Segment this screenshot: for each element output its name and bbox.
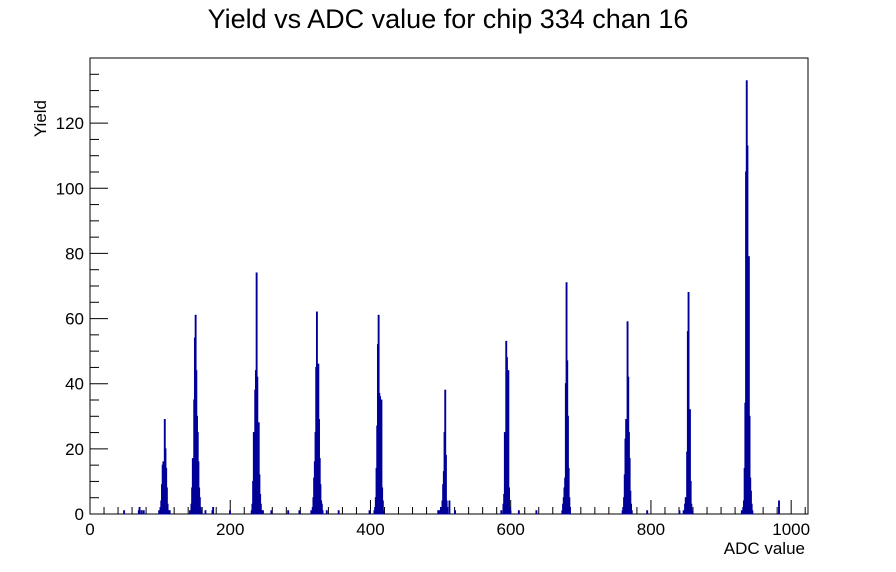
histogram-bin — [189, 510, 191, 515]
x-tick-label: 0 — [85, 520, 94, 539]
histogram-bin — [260, 510, 263, 515]
histogram-bin — [200, 510, 203, 515]
x-axis-label: ADC value — [724, 539, 805, 558]
histogram-series — [123, 80, 780, 515]
chart-title: Yield vs ADC value for chip 334 chan 16 — [208, 4, 689, 34]
histogram-bin — [437, 510, 440, 515]
y-tick-label: 0 — [75, 505, 84, 524]
histogram-bin — [310, 510, 313, 515]
histogram-bin — [630, 510, 633, 515]
histogram-bin — [535, 510, 538, 515]
y-tick-label: 120 — [56, 114, 84, 133]
histogram-bin — [454, 510, 457, 515]
histogram-bin — [270, 510, 273, 515]
histogram-bin — [158, 510, 161, 515]
histogram-bin — [646, 510, 649, 515]
histogram-bin — [368, 510, 371, 515]
x-axis: 0 200 400 600 800 1000 — [85, 500, 810, 539]
histogram-bin — [337, 510, 340, 515]
histogram-bin — [204, 510, 207, 515]
histogram-bin — [440, 506, 442, 515]
histogram-bin — [123, 510, 126, 515]
histogram-bin — [751, 510, 754, 515]
histogram-bin — [448, 500, 451, 515]
histogram-bin — [321, 510, 324, 515]
histogram-bin — [325, 510, 328, 515]
histogram-bin — [167, 510, 170, 515]
x-tick-label: 800 — [637, 520, 665, 539]
histogram-bin — [446, 506, 449, 515]
x-tick-label: 1000 — [772, 520, 810, 539]
histogram-bin — [509, 510, 512, 515]
histogram-bin — [382, 510, 385, 515]
histogram-bin — [229, 510, 231, 515]
y-axis-label: Yield — [31, 100, 50, 137]
histogram-bin — [678, 510, 681, 515]
histogram-bin — [569, 506, 572, 515]
histogram-bin — [212, 506, 215, 515]
histogram-bin — [691, 510, 694, 515]
histogram-bin — [138, 506, 141, 515]
y-tick-label: 20 — [65, 440, 84, 459]
histogram-bin — [500, 510, 503, 515]
histogram-bin — [438, 510, 441, 515]
y-tick-label: 60 — [65, 310, 84, 329]
x-tick-label: 200 — [216, 520, 244, 539]
histogram-bin — [517, 510, 520, 515]
histogram-bin — [261, 510, 264, 515]
x-tick-label: 400 — [356, 520, 384, 539]
y-axis: 0 20 40 60 80 100 120 — [56, 73, 108, 524]
histogram-bin — [142, 510, 145, 515]
y-tick-label: 100 — [56, 179, 84, 198]
histogram-bin — [682, 510, 685, 515]
histogram-bin — [740, 510, 743, 515]
y-tick-label: 80 — [65, 244, 84, 263]
y-tick-label: 40 — [65, 375, 84, 394]
histogram-bin — [778, 500, 780, 515]
histogram-bin — [287, 510, 290, 515]
plot-area: 0 20 40 60 80 100 120 0 200 400 600 800 1000 — [56, 57, 810, 539]
histogram-bin — [298, 510, 301, 515]
x-tick-label: 600 — [497, 520, 525, 539]
histogram-bin — [140, 510, 143, 515]
histogram-bin — [168, 510, 171, 515]
